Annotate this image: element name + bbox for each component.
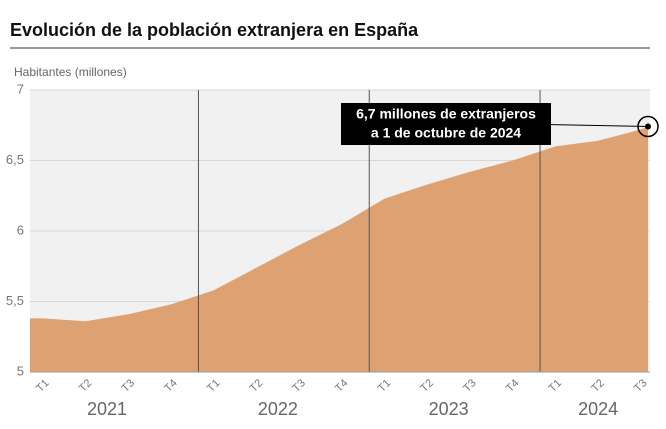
x-tick-label: T2: [77, 377, 95, 395]
x-tick-label: T1: [205, 377, 223, 395]
chart-title: Evolución de la población extranjera en …: [10, 20, 419, 40]
y-axis-label: Habitantes (millones): [14, 65, 127, 79]
year-label: 2021: [87, 399, 127, 419]
x-tick-label: T1: [547, 377, 565, 395]
x-tick-label: T3: [632, 377, 650, 395]
year-label: 2024: [578, 399, 618, 419]
annotation-ring: [637, 115, 659, 138]
x-tick-label: T2: [418, 377, 436, 395]
annotation-box: [341, 103, 551, 145]
y-tick-label: 5: [17, 363, 24, 378]
year-label: 2022: [258, 399, 298, 419]
area: [30, 126, 648, 372]
x-tick-label: T3: [290, 377, 308, 395]
x-tick-label: T3: [120, 377, 138, 395]
y-tick-label: 6,5: [6, 152, 24, 167]
highlight-point: [645, 123, 651, 130]
x-tick-label: T4: [504, 377, 522, 395]
x-tick-label: T3: [461, 377, 479, 395]
y-tick-label: 7: [17, 81, 24, 96]
year-label: 2023: [429, 399, 469, 419]
y-tick-label: 5,5: [6, 293, 24, 308]
annotation-text: 6,7 millones de extranjeros: [356, 106, 536, 122]
y-tick-label: 6: [17, 222, 24, 237]
x-tick-label: T2: [589, 377, 607, 395]
x-tick-label: T2: [248, 377, 266, 395]
x-tick-label: T4: [333, 377, 351, 395]
x-tick-label: T1: [34, 377, 52, 395]
x-tick-label: T1: [376, 377, 394, 395]
annotation-text: a 1 de octubre de 2024: [371, 125, 521, 141]
x-tick-label: T4: [162, 377, 180, 395]
